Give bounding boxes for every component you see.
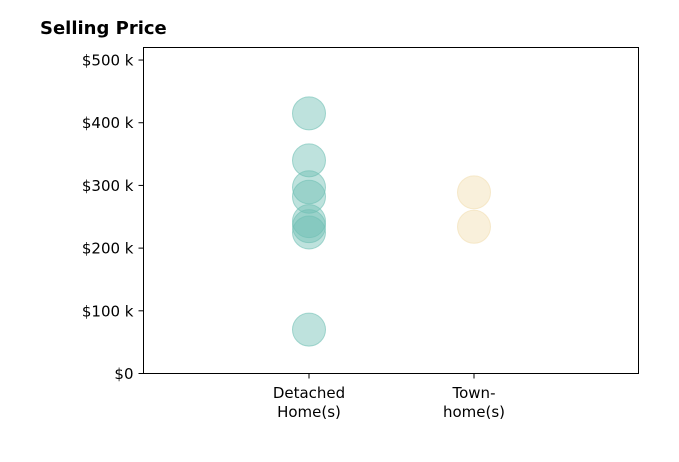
- data-point-series-0: [292, 215, 326, 250]
- y-tick-label: $0: [114, 365, 133, 383]
- chart-title: Selling Price: [40, 18, 167, 39]
- data-point-series-0: [292, 179, 326, 214]
- y-tick-label: $100 k: [82, 302, 134, 320]
- x-tick-label: home(s): [443, 403, 505, 421]
- plot-area-frame: [143, 47, 639, 374]
- y-tick-label: $400 k: [82, 114, 134, 132]
- data-points: [292, 96, 491, 347]
- y-tick-label: $300 k: [82, 177, 134, 195]
- data-point-series-1: [457, 175, 491, 210]
- data-point-series-0: [292, 204, 326, 239]
- y-tick-label: $500 k: [82, 52, 134, 70]
- x-tick-label: Town-: [452, 384, 496, 402]
- x-tick-label: Home(s): [277, 403, 341, 421]
- data-point-series-0: [292, 312, 326, 347]
- x-tick-label: Detached: [273, 384, 345, 402]
- data-point-series-0: [292, 143, 326, 178]
- y-tick-label: $200 k: [82, 240, 134, 258]
- data-point-series-0: [292, 96, 326, 131]
- data-point-series-1: [457, 209, 491, 244]
- data-point-series-0: [292, 170, 326, 205]
- y-axis: $0 $100 k $200 k $300 k $400 k $500 k: [82, 52, 144, 383]
